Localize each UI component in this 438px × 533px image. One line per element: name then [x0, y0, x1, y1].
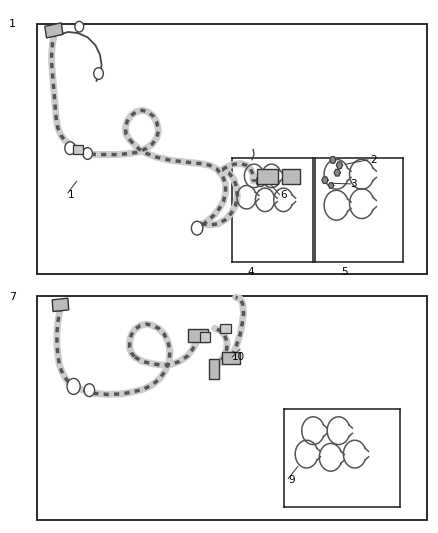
Bar — [37, 24, 427, 274]
Text: 10: 10 — [232, 352, 245, 362]
Text: 4: 4 — [247, 267, 254, 277]
Circle shape — [83, 148, 92, 159]
Polygon shape — [220, 324, 230, 333]
Polygon shape — [188, 329, 208, 343]
Polygon shape — [45, 23, 63, 38]
Circle shape — [191, 221, 203, 235]
Text: 7: 7 — [9, 292, 16, 302]
Text: 1: 1 — [9, 19, 16, 29]
Polygon shape — [334, 169, 340, 176]
Bar — [37, 296, 427, 520]
Text: 6: 6 — [280, 190, 287, 199]
Polygon shape — [73, 145, 83, 154]
Text: 3: 3 — [350, 179, 357, 189]
Circle shape — [65, 142, 75, 155]
Text: 9: 9 — [288, 475, 295, 484]
Polygon shape — [330, 157, 336, 163]
Text: 5: 5 — [342, 267, 348, 277]
Polygon shape — [200, 332, 210, 342]
Polygon shape — [328, 183, 334, 188]
Text: 2: 2 — [370, 155, 377, 165]
Circle shape — [256, 176, 265, 187]
Circle shape — [94, 68, 103, 79]
Circle shape — [75, 21, 84, 32]
Polygon shape — [336, 162, 343, 168]
Circle shape — [67, 378, 80, 394]
Circle shape — [84, 384, 95, 397]
Polygon shape — [52, 298, 69, 312]
Polygon shape — [282, 169, 300, 184]
Polygon shape — [209, 359, 219, 379]
Polygon shape — [257, 169, 278, 184]
Polygon shape — [322, 177, 328, 183]
Text: 1: 1 — [68, 190, 74, 199]
Polygon shape — [222, 352, 240, 364]
